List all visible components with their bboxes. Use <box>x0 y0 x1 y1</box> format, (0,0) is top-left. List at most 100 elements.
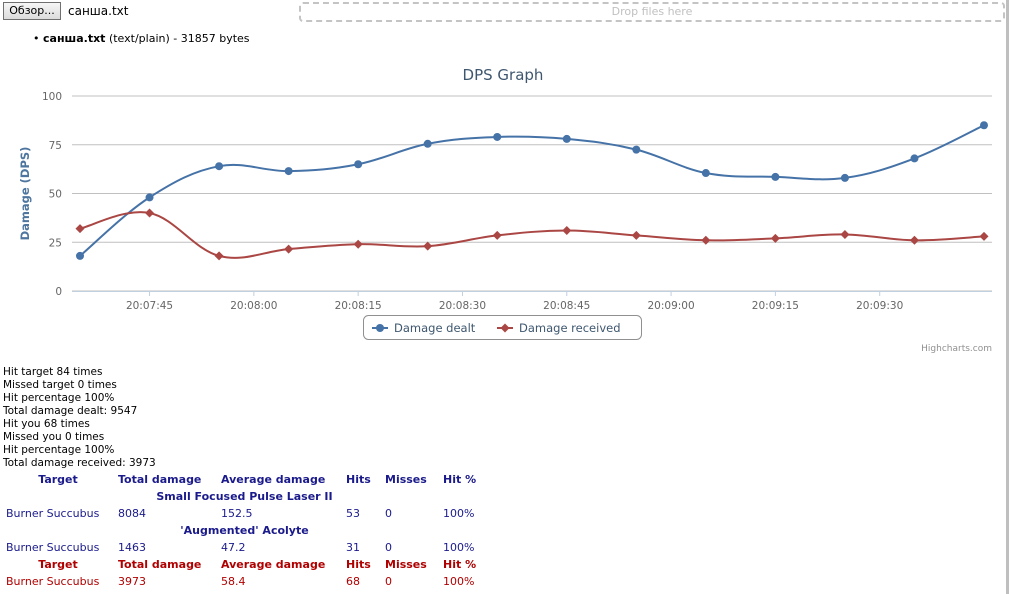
cell-hit-percent: 100% <box>443 541 475 554</box>
data-point <box>75 224 85 234</box>
cell-misses: 0 <box>385 541 392 554</box>
table-row: Burner Succubus 1463 47.2 31 0 100% <box>2 539 487 556</box>
cell-misses: 0 <box>385 575 392 588</box>
weapon-row: 'Augmented' Acolyte <box>2 522 487 539</box>
stats-block: Hit target 84 times Missed target 0 time… <box>3 366 156 470</box>
stat-line: Missed target 0 times <box>3 379 117 391</box>
x-tick-label: 20:08:15 <box>335 300 382 312</box>
chart-title: DPS Graph <box>463 66 544 84</box>
data-point <box>701 169 710 178</box>
data-point <box>354 160 363 169</box>
damage-table: Target Total damage Average damage Hits … <box>2 471 487 590</box>
x-tick-label: 20:09:00 <box>647 300 694 312</box>
y-tick-label: 75 <box>49 140 62 152</box>
cell-total: 1463 <box>118 541 146 554</box>
stat-line: Hit percentage 100% <box>3 444 115 456</box>
stat-line: Hit you 68 times <box>3 418 90 430</box>
drop-zone-label: Drop files here <box>611 5 693 18</box>
cell-average: 152.5 <box>221 507 253 520</box>
header-misses: Misses <box>385 473 427 486</box>
legend-marker <box>500 323 510 333</box>
data-point <box>909 235 919 245</box>
file-info-details: (text/plain) - 31857 bytes <box>108 32 250 45</box>
header-average: Average damage <box>221 558 326 571</box>
chart-credits: Highcharts.com <box>921 344 992 354</box>
selected-file-name: санша.txt <box>68 4 129 18</box>
data-point <box>493 132 502 141</box>
cell-total: 8084 <box>118 507 146 520</box>
data-point <box>76 251 84 260</box>
data-point <box>215 162 224 171</box>
cell-hits: 31 <box>346 541 360 554</box>
data-point <box>631 230 641 240</box>
received-header-row: Target Total damage Average damage Hits … <box>2 556 487 573</box>
data-point <box>980 121 988 130</box>
cell-average: 58.4 <box>221 575 246 588</box>
browse-button[interactable]: Обзор... <box>3 2 61 20</box>
y-tick-label: 0 <box>55 286 62 298</box>
x-tick-label: 20:09:30 <box>856 300 903 312</box>
cell-target: Burner Succubus <box>6 541 100 554</box>
stat-line: Total damage dealt: 9547 <box>3 405 138 417</box>
window-edge <box>1006 0 1009 594</box>
data-point <box>145 208 155 218</box>
data-point <box>284 167 293 176</box>
weapon-name: Small Focused Pulse Laser II <box>156 490 333 503</box>
x-tick-label: 20:07:45 <box>126 300 173 312</box>
data-point <box>632 145 641 154</box>
legend-label: Damage dealt <box>394 321 476 335</box>
legend-marker <box>376 324 384 332</box>
stat-line: Total damage received: 3973 <box>3 457 156 469</box>
cell-misses: 0 <box>385 507 392 520</box>
header-hit-percent: Hit % <box>443 473 477 486</box>
data-point <box>353 239 363 249</box>
data-point <box>214 251 224 261</box>
x-tick-label: 20:08:30 <box>439 300 486 312</box>
data-point <box>840 173 849 182</box>
x-tick-label: 20:09:15 <box>752 300 799 312</box>
legend-label: Damage received <box>519 321 621 335</box>
header-target: Target <box>38 558 78 571</box>
weapon-name: 'Augmented' Acolyte <box>180 524 309 537</box>
header-hits: Hits <box>346 473 371 486</box>
data-point <box>423 139 432 148</box>
data-point <box>910 154 919 163</box>
data-point <box>562 226 572 236</box>
header-total: Total damage <box>118 473 202 486</box>
header-average: Average damage <box>221 473 326 486</box>
data-point <box>701 235 711 245</box>
data-point <box>423 241 433 251</box>
cell-target: Burner Succubus <box>6 575 100 588</box>
x-tick-label: 20:08:00 <box>230 300 277 312</box>
drop-zone[interactable]: Drop files here <box>299 2 1005 22</box>
stat-line: Missed you 0 times <box>3 431 105 443</box>
header-hits: Hits <box>346 558 371 571</box>
y-tick-label: 100 <box>42 91 62 103</box>
cell-hit-percent: 100% <box>443 507 475 520</box>
weapon-row: Small Focused Pulse Laser II <box>2 488 487 505</box>
data-point <box>492 230 502 240</box>
header-target: Target <box>38 473 78 486</box>
x-tick-label: 20:08:45 <box>543 300 590 312</box>
data-point <box>284 244 294 254</box>
dealt-header-row: Target Total damage Average damage Hits … <box>2 471 487 488</box>
file-info: • санша.txt (text/plain) - 31857 bytes <box>33 32 250 45</box>
header-misses: Misses <box>385 558 427 571</box>
cell-total: 3973 <box>118 575 146 588</box>
data-point <box>771 172 780 181</box>
data-point <box>770 233 780 243</box>
table-row: Burner Succubus 3973 58.4 68 0 100% <box>2 573 487 590</box>
y-tick-label: 50 <box>49 189 62 201</box>
cell-target: Burner Succubus <box>6 507 100 520</box>
data-point <box>840 229 850 239</box>
data-point <box>979 231 989 241</box>
y-axis-label: Damage (DPS) <box>18 147 32 241</box>
cell-hit-percent: 100% <box>443 575 475 588</box>
file-info-name: санша.txt <box>43 32 106 45</box>
bullet: • <box>33 32 40 45</box>
data-point <box>145 193 154 202</box>
table-row: Burner Succubus 8084 152.5 53 0 100% <box>2 505 487 522</box>
header-hit-percent: Hit % <box>443 558 477 571</box>
cell-average: 47.2 <box>221 541 246 554</box>
